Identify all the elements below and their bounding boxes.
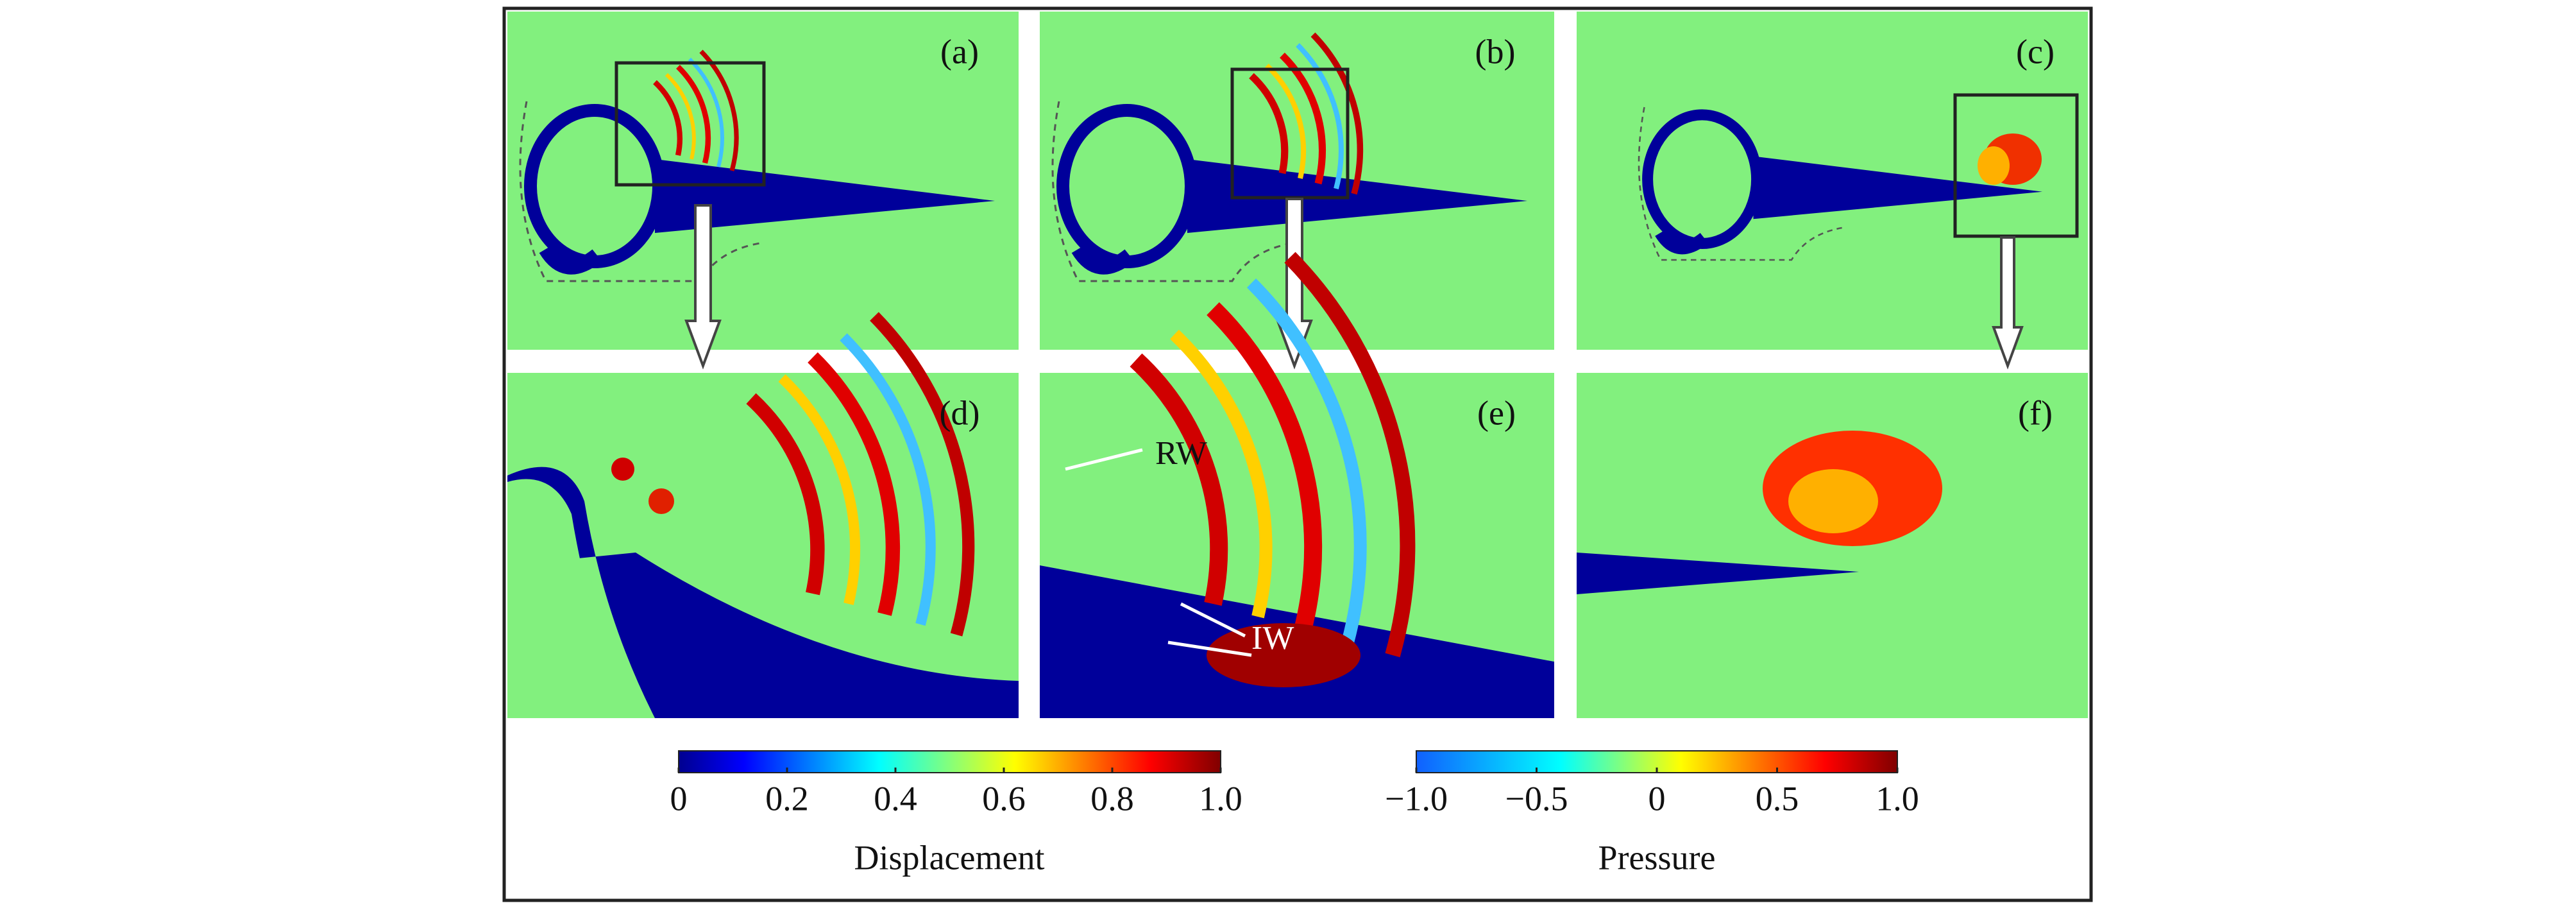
colorbar-tick-label: −1.0	[1385, 779, 1448, 818]
illustration-path	[507, 467, 1019, 718]
colorbar	[678, 750, 1221, 773]
colorbar-tick-label: 1.0	[1876, 779, 1919, 818]
panel-e: RW IW (e)	[1040, 257, 1554, 718]
annotation: RW	[1155, 435, 1207, 472]
illustration-path	[684, 204, 722, 370]
colorbar-tick-label: 0.8	[1090, 779, 1134, 818]
illustration-rect	[1953, 93, 2079, 238]
colorbar-tick-label: 0.5	[1756, 779, 1799, 818]
panel-label: (a)	[940, 32, 979, 71]
panel-a: (a)	[507, 12, 1019, 350]
illustration-line	[1180, 602, 1246, 638]
illustration-ellipse	[1978, 146, 2010, 185]
colorbar-tick-label: 1.0	[1199, 779, 1242, 818]
illustration-circle	[611, 458, 634, 481]
panel-f: (f)	[1577, 373, 2088, 718]
panel-label: (c)	[2016, 32, 2055, 71]
illustration-rect	[614, 61, 766, 187]
annotation: IW	[1251, 620, 1294, 657]
panel-label: (f)	[2018, 393, 2053, 432]
colorbar-tick-label: 0.4	[874, 779, 917, 818]
colorbar-label: Pressure	[1598, 838, 1716, 877]
illustration-ellipse	[1788, 469, 1878, 533]
illustration-rect	[1577, 373, 2088, 718]
colorbar-tick-label: 0	[670, 779, 688, 818]
illustration-g	[1065, 448, 1252, 657]
panel-label: (b)	[1475, 32, 1516, 71]
illustration-ellipse	[1207, 623, 1360, 687]
colorbar-tick-label: 0.2	[765, 779, 809, 818]
panel-d: (d)	[507, 316, 1019, 718]
panel-b: (b)	[1040, 12, 1554, 350]
illustration-path	[1992, 236, 2024, 370]
colorbar-tick-label: 0.6	[982, 779, 1026, 818]
panel-label: (d)	[940, 393, 980, 432]
illustration-path	[507, 479, 629, 718]
panel-label: (e)	[1477, 393, 1516, 432]
colorbar-tick-label: 0	[1648, 779, 1666, 818]
illustration-circle	[648, 488, 674, 514]
colorbar-label: Displacement	[854, 838, 1045, 877]
illustration-path	[1577, 553, 1859, 594]
illustration-line	[1167, 640, 1252, 657]
illustration-line	[1065, 448, 1143, 471]
colorbar-tick-label: −0.5	[1505, 779, 1568, 818]
